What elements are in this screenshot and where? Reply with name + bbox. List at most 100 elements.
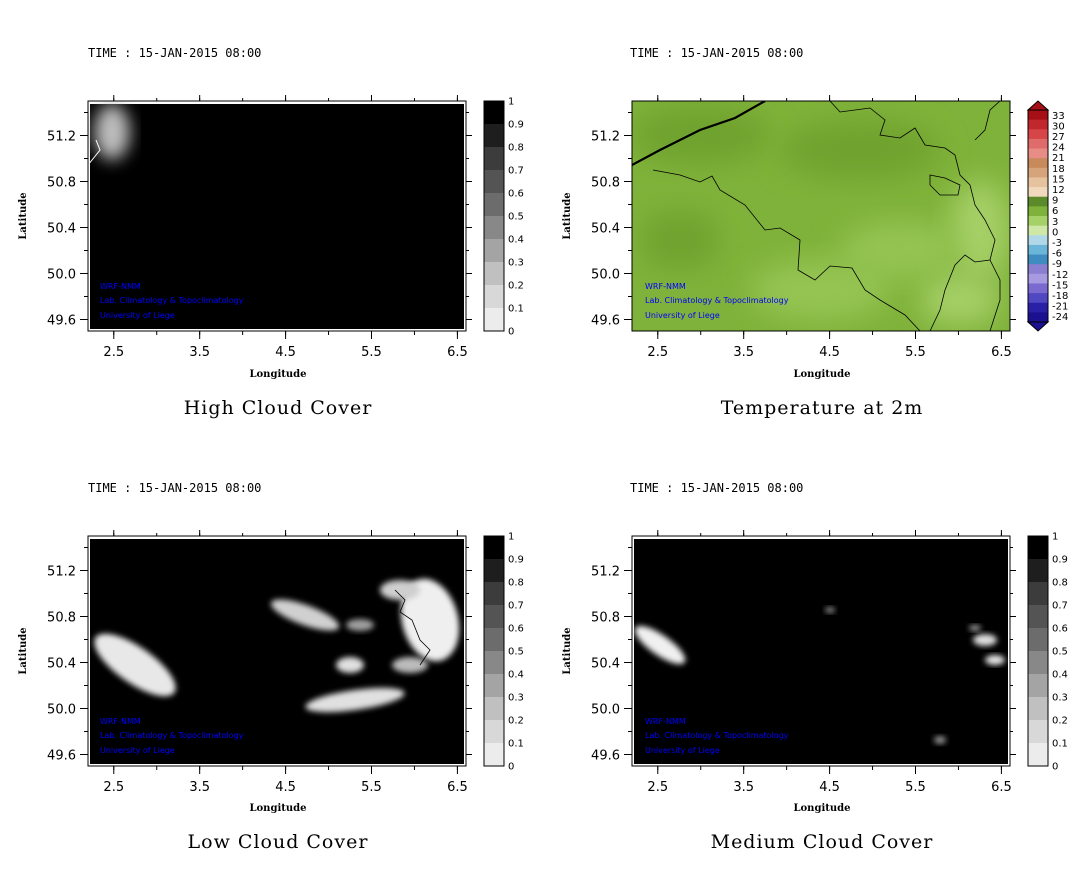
colorbar-label: -24 (1052, 312, 1068, 323)
x-tick-label: 4.5 (275, 345, 296, 360)
colorbar-label: 0.8 (508, 578, 524, 589)
colorbar-swatch (1028, 743, 1048, 767)
colorbar-label: 15 (1052, 174, 1065, 185)
colorbar-swatch (484, 308, 504, 332)
colorbar-swatch (484, 170, 504, 194)
colorbar-swatch (1028, 302, 1048, 313)
colorbar-swatch (1028, 177, 1048, 188)
colorbar-label: 0.6 (508, 189, 524, 200)
colorbar-swatch (1028, 216, 1048, 227)
colorbar-swatch (1028, 273, 1048, 284)
y-tick-label: 49.6 (47, 314, 76, 329)
colorbar-swatch (484, 239, 504, 263)
y-tick-label: 50.8 (47, 611, 76, 626)
x-axis-label: Longitude (793, 803, 850, 814)
colorbar-swatch (484, 147, 504, 171)
colorbar-swatch (1028, 283, 1048, 294)
colorbar-swatch (1028, 110, 1048, 121)
colorbar-swatch (1028, 158, 1048, 169)
colorbar-swatch (1028, 559, 1048, 583)
colorbar-label: 0.2 (508, 716, 524, 727)
colorbar-label: 0.6 (1052, 624, 1068, 635)
colorbar-swatch (1028, 582, 1048, 606)
y-axis-label: Latitude (562, 627, 573, 674)
colorbar-label: 1 (508, 532, 514, 543)
cloud-gap-patch (985, 655, 1005, 665)
cloud-gap-patch (973, 634, 997, 646)
y-tick-label: 50.8 (47, 176, 76, 191)
x-tick-label: 6.5 (447, 345, 468, 360)
colorbar: 33302724211815129630-3-6-9-12-15-18-21-2… (1026, 100, 1068, 332)
plot-frame (87, 100, 467, 332)
colorbar-label: 0.3 (1052, 693, 1068, 704)
colorbar-label: 0 (508, 762, 514, 773)
y-tick-label: 50.4 (47, 657, 76, 672)
credit-line: University of Liege (645, 311, 720, 320)
y-tick-label: 50.0 (47, 703, 76, 718)
colorbar-label: 6 (1052, 206, 1058, 217)
time-label: TIME : 15-JAN-2015 08:00 (88, 481, 261, 495)
x-axis-label: Longitude (249, 803, 306, 814)
colorbar-label: 0.7 (508, 166, 524, 177)
panel-title: Temperature at 2m (721, 397, 924, 419)
x-tick-label: 2.5 (647, 780, 668, 795)
time-label: TIME : 15-JAN-2015 08:00 (88, 46, 261, 60)
colorbar-swatch (484, 536, 504, 560)
colorbar-label: 0.7 (508, 601, 524, 612)
y-tick-label: 50.4 (47, 222, 76, 237)
credits-block: WRF-NMM Lab. Climatology & Topoclimatolo… (645, 282, 789, 320)
x-tick-label: 2.5 (103, 780, 124, 795)
colorbar-swatch (484, 262, 504, 286)
time-label: TIME : 15-JAN-2015 08:00 (630, 481, 803, 495)
y-axis-label: Latitude (18, 192, 29, 239)
colorbar-label: 30 (1052, 121, 1065, 132)
colorbar-label: 0.6 (508, 624, 524, 635)
colorbar-swatch (484, 743, 504, 767)
cloud-field-background (90, 539, 464, 764)
x-tick-label: 5.5 (361, 780, 382, 795)
colorbar-swatch (1028, 605, 1048, 629)
colorbar-label: -6 (1052, 249, 1062, 260)
colorbar-label: -18 (1052, 291, 1068, 302)
colorbar-label: 0.3 (508, 693, 524, 704)
credits-block: WRF-NMM Lab. Climatology & Topoclimatolo… (100, 282, 244, 320)
x-tick-label: 2.5 (103, 345, 124, 360)
x-tick-label: 3.5 (733, 780, 754, 795)
x-tick-label: 3.5 (733, 345, 754, 360)
colorbar-label: 0.7 (1052, 601, 1068, 612)
plot-frame (631, 535, 1011, 767)
colorbar-swatch (1028, 536, 1048, 560)
colorbar-swatch (1028, 129, 1048, 140)
map-field (88, 536, 466, 766)
colorbar-swatch (484, 674, 504, 698)
panel-title: Medium Cloud Cover (711, 831, 934, 853)
x-tick-label: 6.5 (991, 345, 1012, 360)
y-tick-label: 50.4 (591, 657, 620, 672)
tick-marks: 2.5 3.5 4.5 5.5 6.5 51.2 50.8 50.4 50.0 49.6 (591, 530, 1016, 795)
colorbar-swatch (1028, 628, 1048, 652)
panel-high-cloud-cover: TIME : 15-JAN-2015 08:00 2.5 3.5 4.5 5.5 6.5… (18, 46, 524, 419)
x-axis-label: Longitude (793, 369, 850, 380)
panel-temperature-2m: TIME : 15-JAN-2015 08:00 2.5 3.5 4.5 5.5 6.5… (562, 46, 1068, 419)
colorbar-label: 0.4 (1052, 670, 1068, 681)
y-tick-label: 50.4 (591, 222, 620, 237)
colorbar-swatch (1028, 293, 1048, 304)
tick-marks: 2.5 3.5 4.5 5.5 6.5 51.2 50.8 50.4 50.0 49.6 (591, 95, 1016, 360)
tick-marks: 2.5 3.5 4.5 5.5 6.5 51.2 50.8 50.4 50.0 49.6 (47, 95, 472, 360)
colorbar-label: 0.1 (1052, 739, 1068, 750)
colorbar-swatch (484, 628, 504, 652)
colorbar-label: -12 (1052, 270, 1068, 281)
x-tick-label: 5.5 (905, 345, 926, 360)
colorbar-label: -3 (1052, 238, 1062, 249)
y-tick-label: 49.6 (591, 749, 620, 764)
colorbar-label: 0 (1052, 762, 1058, 773)
colorbar-label: 0.9 (1052, 555, 1068, 566)
colorbar-label: 0.8 (1052, 578, 1068, 589)
colorbar-label: 0.9 (508, 120, 524, 131)
map-field (632, 536, 1010, 766)
y-tick-label: 51.2 (47, 130, 76, 145)
colorbar-label: 0.1 (508, 304, 524, 315)
country-border (829, 101, 996, 331)
colorbar-label: 0.2 (508, 281, 524, 292)
